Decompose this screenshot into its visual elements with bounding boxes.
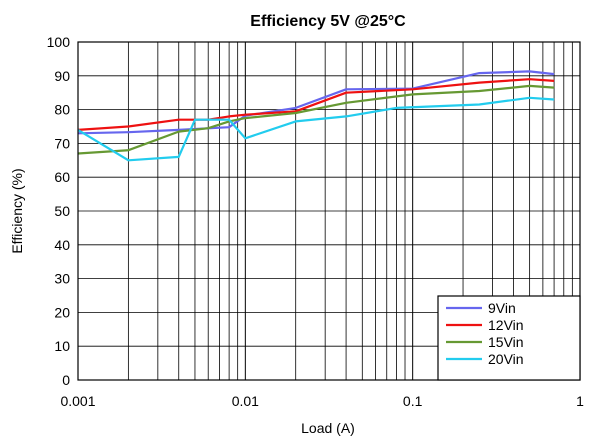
x-tick-label: 0.001 — [60, 393, 95, 409]
y-tick-label: 100 — [47, 34, 71, 50]
y-tick-label: 70 — [54, 135, 70, 151]
plot-frame — [77, 41, 581, 381]
series-line-20vin — [77, 96, 555, 162]
chart-title: Efficiency 5V @25°C — [250, 13, 406, 30]
legend-label: 15Vin — [488, 334, 524, 350]
y-tick-label: 20 — [54, 304, 70, 320]
series-layer — [77, 70, 555, 162]
y-tick-label: 50 — [54, 203, 70, 219]
legend-box — [437, 295, 581, 381]
legend-label: 9Vin — [488, 300, 516, 316]
y-tick-labels: 0 10 20 30 40 50 60 70 80 90 100 — [47, 34, 71, 388]
x-tick-label: 0.01 — [232, 393, 259, 409]
y-tick-label: 40 — [54, 237, 70, 253]
y-tick-label: 80 — [54, 102, 70, 118]
series-line-12vin — [77, 78, 555, 131]
y-axis-label: Efficiency (%) — [9, 168, 25, 253]
x-tick-labels: 0.001 0.01 0.1 1 — [60, 393, 584, 409]
x-tick-label: 0.1 — [403, 393, 423, 409]
legend-label: 20Vin — [488, 351, 524, 367]
y-tick-label: 10 — [54, 338, 70, 354]
series-line-15vin — [77, 84, 555, 155]
y-tick-label: 90 — [54, 68, 70, 84]
series-line-9vin — [77, 70, 555, 135]
x-tick-label: 1 — [576, 393, 584, 409]
y-tick-label: 30 — [54, 271, 70, 287]
legend-label: 12Vin — [488, 317, 524, 333]
y-tick-label: 0 — [62, 372, 70, 388]
y-tick-label: 60 — [54, 169, 70, 185]
x-axis-label: Load (A) — [301, 420, 355, 436]
